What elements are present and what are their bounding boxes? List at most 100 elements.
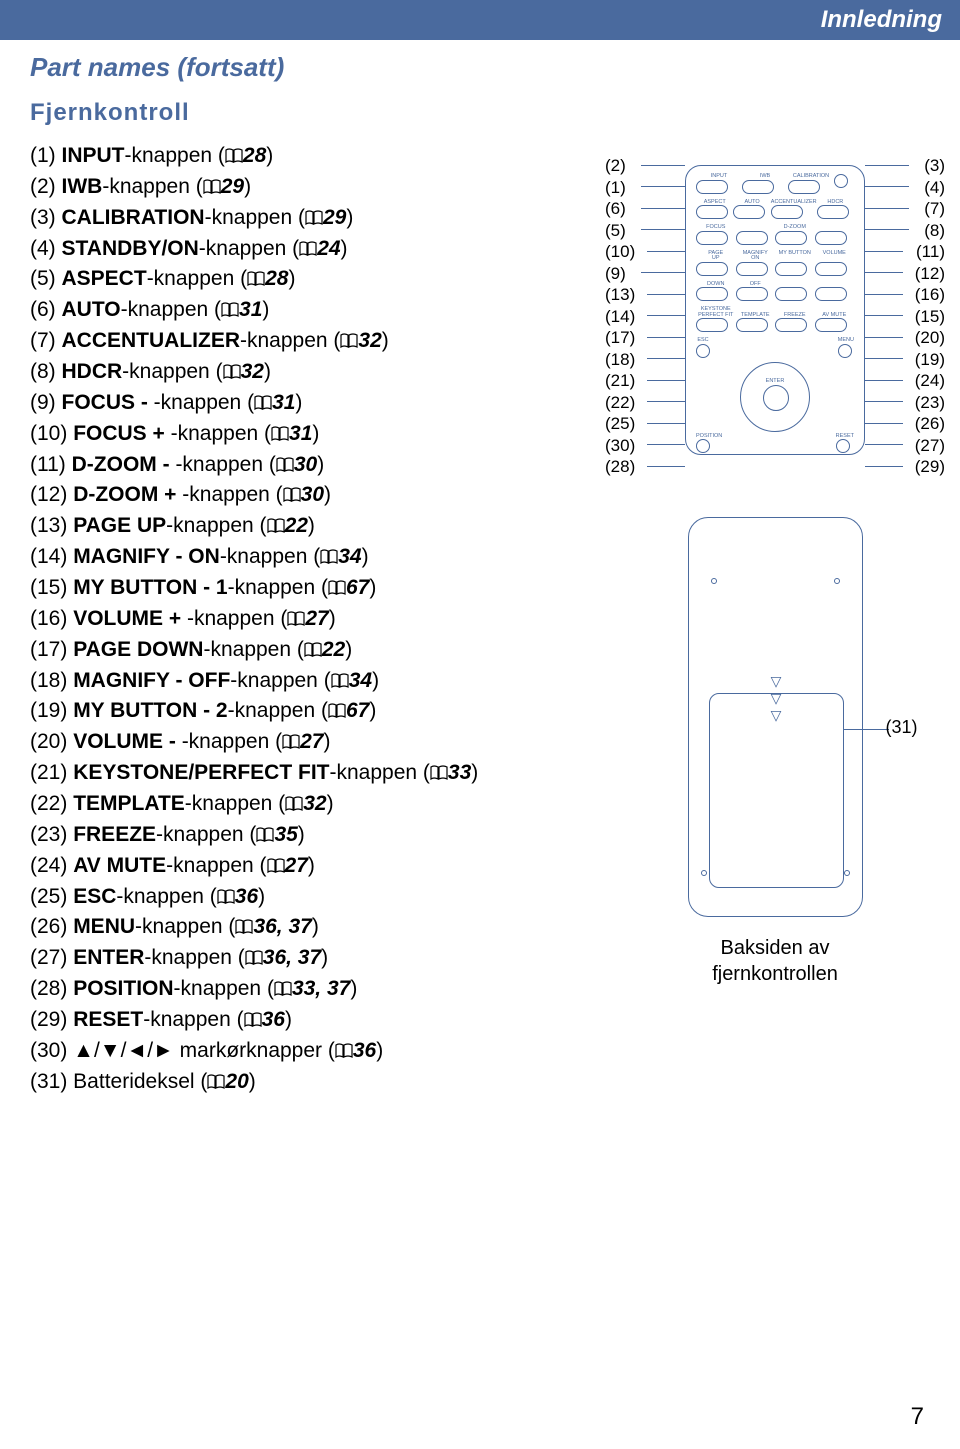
btn-label: TEMPLATE	[736, 313, 776, 319]
leader-line	[647, 294, 685, 295]
screw-dot	[834, 578, 840, 584]
callout-label: (26)	[915, 413, 945, 435]
book-icon	[340, 333, 358, 349]
book-icon	[256, 827, 274, 843]
list-item: (8) HDCR-knappen (32)	[30, 357, 590, 388]
callout-label: (5)	[605, 220, 635, 242]
list-item: (29) RESET-knappen (36)	[30, 1005, 590, 1036]
book-icon	[254, 395, 272, 411]
btn-label: D-ZOOM	[775, 225, 815, 231]
book-icon	[267, 518, 285, 534]
remote-button	[696, 344, 710, 358]
callout-labels-right: (3)(4)(7)(8)(11)(12)(16)(15)(20)(19)(24)…	[915, 155, 945, 478]
remote-button	[696, 439, 710, 453]
remote-button	[838, 344, 852, 358]
remote-row-5: DOWN OFF	[696, 282, 854, 302]
callout-label: (20)	[915, 327, 945, 349]
list-item: (2) IWB-knappen (29)	[30, 172, 590, 203]
remote-button	[696, 287, 728, 301]
leader-line	[865, 401, 903, 402]
book-icon	[235, 919, 253, 935]
callout-label: (18)	[605, 349, 635, 371]
enter-button	[763, 385, 789, 411]
button-list: (1) INPUT-knappen (28)(2) IWB-knappen (2…	[30, 141, 590, 1098]
leader-line	[647, 401, 685, 402]
callout-label: (13)	[605, 284, 635, 306]
leader-line	[865, 337, 903, 338]
leader-line	[865, 165, 909, 166]
list-item: (27) ENTER-knappen (36, 37)	[30, 943, 590, 974]
callout-label: (10)	[605, 241, 635, 263]
leader-line	[865, 229, 909, 230]
list-item: (22) TEMPLATE-knappen (32)	[30, 789, 590, 820]
book-icon	[247, 271, 265, 287]
remote-button	[775, 287, 807, 301]
list-item: (31) Batterideksel (20)	[30, 1067, 590, 1098]
leader-line	[865, 466, 903, 467]
remote-button	[736, 262, 768, 276]
remote-front-outline: INPUT IWB CALIBRATION ASPECT AUTO ACCENT…	[685, 165, 865, 455]
list-item: (6) AUTO-knappen (31)	[30, 295, 590, 326]
btn-label: ENTER	[741, 379, 809, 385]
remote-row-2: ASPECT AUTO ACCENTUALIZER HDCR	[696, 200, 854, 220]
book-icon	[283, 487, 301, 503]
book-icon	[305, 210, 323, 226]
book-icon	[331, 673, 349, 689]
remote-row-4: PAGEUP MAGNIFYON MY BUTTON VOLUME	[696, 251, 854, 276]
list-item: (23) FREEZE-knappen (35)	[30, 820, 590, 851]
list-item: (3) CALIBRATION-knappen (29)	[30, 203, 590, 234]
leader-line	[844, 729, 889, 730]
book-icon	[328, 703, 346, 719]
remote-button	[815, 231, 847, 245]
leader-line	[865, 294, 903, 295]
book-icon	[430, 765, 448, 781]
battery-cover	[709, 693, 844, 888]
remote-button	[736, 318, 768, 332]
remote-row-7: ESC MENU	[696, 338, 854, 358]
callout-label: (25)	[605, 413, 635, 435]
remote-row-3: FOCUS D-ZOOM	[696, 225, 854, 245]
btn-label: PERFECT FIT	[696, 313, 736, 319]
btn-label: ESC	[696, 338, 710, 344]
caption-line-2: fjernkontrollen	[712, 963, 838, 985]
list-item: (30) ▲/▼/◄/► markørknapper (36)	[30, 1036, 590, 1067]
callout-label: (3)	[915, 155, 945, 177]
callout-label: (14)	[605, 306, 635, 328]
list-item: (28) POSITION-knappen (33, 37)	[30, 974, 590, 1005]
btn-label: ACCENTUALIZER	[771, 200, 817, 206]
callout-label: (28)	[605, 456, 635, 478]
remote-button	[696, 262, 728, 276]
remote-button	[736, 231, 768, 245]
screw-dot	[844, 870, 850, 876]
book-icon	[276, 457, 294, 473]
book-icon	[285, 796, 303, 812]
callout-label: (4)	[915, 177, 945, 199]
list-item: (19) MY BUTTON - 2-knappen (67)	[30, 696, 590, 727]
leader-line	[865, 444, 903, 445]
remote-button	[836, 439, 850, 453]
btn-label: POSITION	[696, 434, 722, 440]
leader-line	[647, 337, 685, 338]
book-icon	[282, 734, 300, 750]
callout-label-31: (31)	[885, 717, 917, 738]
list-item: (10) FOCUS + -knappen (31)	[30, 419, 590, 450]
list-item: (14) MAGNIFY - ON-knappen (34)	[30, 542, 590, 573]
remote-button	[696, 231, 728, 245]
leader-line	[647, 466, 685, 467]
leader-line	[641, 165, 685, 166]
leader-line	[865, 251, 903, 252]
callout-label: (9)	[605, 263, 635, 285]
list-item: (9) FOCUS - -knappen (31)	[30, 388, 590, 419]
book-icon	[271, 426, 289, 442]
screw-dot	[711, 578, 717, 584]
power-button	[834, 174, 848, 188]
callout-label: (8)	[915, 220, 945, 242]
btn-label: INPUT	[696, 174, 742, 180]
btn-label: CALIBRATION	[788, 174, 834, 180]
diagrams-column: (2)(1)(6)(5)(10)(9)(13)(14)(17)(18)(21)(…	[590, 141, 960, 987]
screw-dot	[701, 870, 707, 876]
leader-line	[647, 444, 685, 445]
page-number: 7	[911, 1403, 924, 1431]
list-item: (18) MAGNIFY - OFF-knappen (34)	[30, 666, 590, 697]
btn-label: FOCUS	[696, 225, 736, 231]
